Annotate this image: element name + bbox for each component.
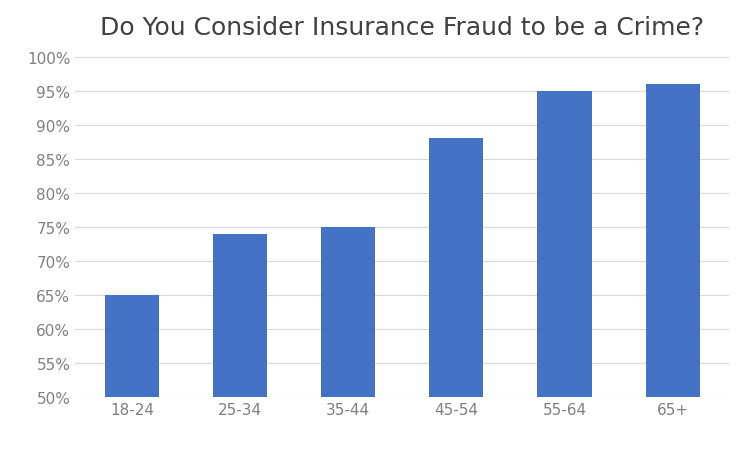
Title: Do You Consider Insurance Fraud to be a Crime?: Do You Consider Insurance Fraud to be a … <box>100 16 705 40</box>
Bar <box>646 85 699 451</box>
Bar <box>213 234 267 451</box>
Bar <box>105 295 159 451</box>
Bar <box>321 227 375 451</box>
Bar <box>429 139 484 451</box>
Bar <box>538 92 592 451</box>
